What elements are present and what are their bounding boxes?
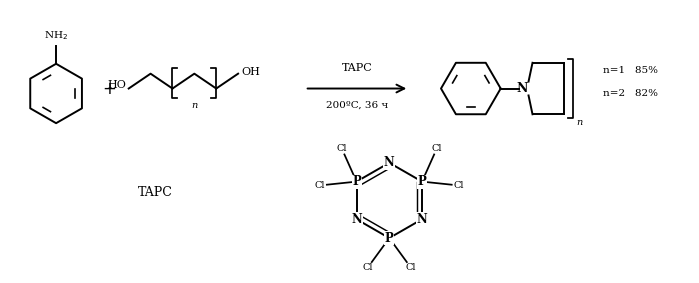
Text: +: + [102,80,116,98]
Text: OH: OH [241,67,260,77]
Text: P: P [352,175,361,188]
Text: TAPC: TAPC [342,63,373,73]
Text: TAPC: TAPC [138,186,173,199]
Text: n: n [192,101,197,110]
Text: Cl: Cl [454,181,464,190]
Text: P: P [385,231,394,245]
Text: n=1   85%: n=1 85% [603,66,658,75]
Text: N: N [384,156,395,169]
Text: P: P [417,175,426,188]
Text: Cl: Cl [315,181,325,190]
Text: HO: HO [108,80,127,89]
Text: n=2   82%: n=2 82% [603,89,658,98]
Text: NH$_2$: NH$_2$ [44,29,68,42]
Text: Cl: Cl [432,144,442,153]
Text: N: N [351,213,362,226]
Text: Cl: Cl [362,263,373,272]
Text: N: N [517,82,528,95]
Text: n: n [576,118,582,127]
Text: Cl: Cl [336,144,347,153]
Text: 200ºC, 36 ч: 200ºC, 36 ч [326,100,388,110]
Text: Cl: Cl [405,263,416,272]
Text: N: N [417,213,427,226]
